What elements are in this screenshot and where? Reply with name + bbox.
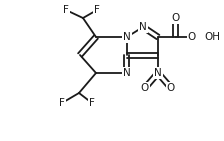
Text: F: F xyxy=(94,5,100,15)
Text: N: N xyxy=(139,22,147,32)
Text: OH: OH xyxy=(204,32,220,42)
Text: N: N xyxy=(154,68,162,78)
Text: O: O xyxy=(167,83,175,93)
Text: N: N xyxy=(123,68,131,78)
Text: F: F xyxy=(63,5,69,15)
Text: O: O xyxy=(141,83,149,93)
Text: O: O xyxy=(188,32,196,42)
Text: F: F xyxy=(59,98,65,108)
Text: F: F xyxy=(89,98,95,108)
Text: N: N xyxy=(123,32,131,42)
Text: O: O xyxy=(172,13,180,23)
